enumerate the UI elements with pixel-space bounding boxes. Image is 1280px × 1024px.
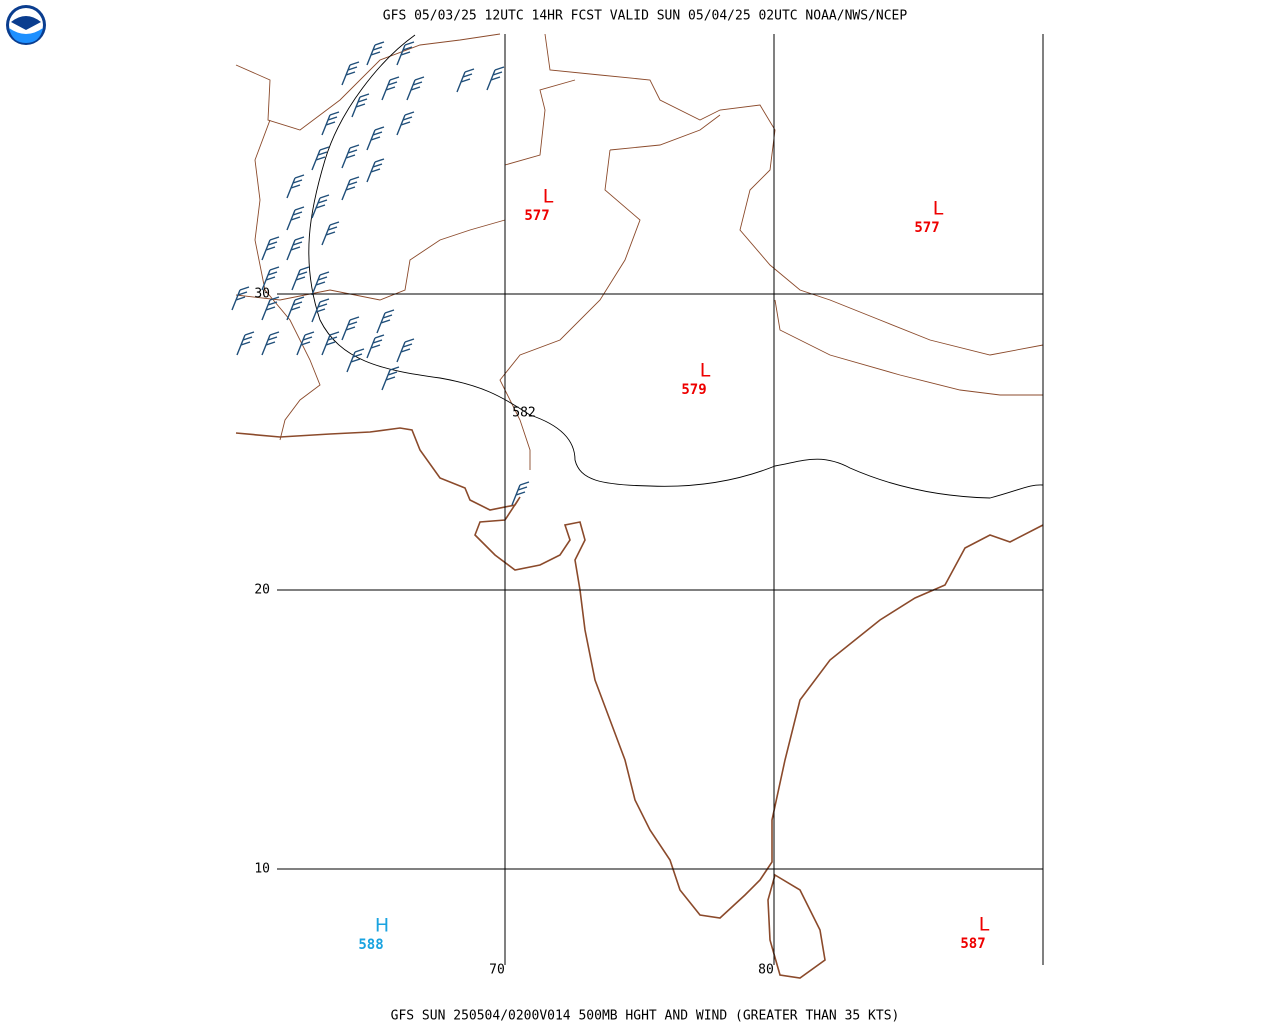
wind-barb: [286, 296, 305, 321]
center-value: 577: [914, 220, 939, 236]
wind-barb: [321, 111, 340, 136]
wind-barb: [311, 271, 330, 296]
center-symbol: L: [979, 914, 990, 936]
wind-barb: [381, 366, 400, 391]
longitude-label: 80: [758, 963, 774, 978]
wind-barb: [341, 176, 360, 201]
wind-barb: [261, 236, 280, 261]
wind-barb: [296, 331, 315, 356]
contour-label: 582: [512, 406, 535, 421]
height-contour: [308, 34, 1044, 499]
wind-barb: [366, 158, 385, 183]
wind-barb: [406, 76, 425, 101]
wind-barb: [346, 348, 365, 373]
wind-barb: [486, 66, 505, 91]
wind-barb: [366, 41, 385, 66]
latitude-label: 20: [254, 583, 270, 598]
wind-barb: [341, 61, 360, 86]
wind-barb: [231, 286, 250, 311]
center-value: 588: [358, 937, 383, 953]
wind-barb: [321, 221, 340, 246]
center-symbol: L: [700, 360, 711, 382]
grid: 30 20 10 70 80: [254, 34, 1044, 978]
wind-barb: [261, 331, 280, 356]
center-value: 587: [960, 936, 985, 952]
noaa-logo: [6, 5, 46, 45]
wind-barb: [261, 266, 280, 291]
coastlines: [235, 33, 1044, 979]
wind-barb: [396, 111, 415, 136]
wind-barb: [286, 206, 305, 231]
latitude-label: 30: [254, 287, 270, 302]
center-symbol: L: [933, 198, 944, 220]
center-value: 577: [524, 208, 549, 224]
longitude-label: 70: [489, 963, 505, 978]
wind-barb: [511, 481, 530, 506]
wind-barb: [366, 334, 385, 359]
wind-barb: [286, 174, 305, 199]
wind-barb: [236, 331, 255, 356]
wind-barb: [261, 296, 280, 321]
wind-barb: [311, 298, 330, 323]
wind-barb: [366, 126, 385, 151]
wind-barb: [311, 194, 330, 219]
center-symbol: L: [543, 186, 554, 208]
wind-barb: [396, 338, 415, 363]
wind-barb: [376, 309, 395, 334]
wind-barbs: [231, 41, 530, 506]
wind-barb: [396, 41, 415, 66]
wind-barb: [291, 266, 310, 291]
wind-barb: [286, 236, 305, 261]
wind-barb: [341, 316, 360, 341]
wind-barb: [381, 76, 400, 101]
wind-barb: [341, 144, 360, 169]
map-footer: GFS SUN 250504/0200V014 500MB HGHT AND W…: [391, 1009, 900, 1024]
wind-barb: [351, 93, 370, 118]
center-symbol: H: [375, 915, 389, 937]
wind-barb: [311, 146, 330, 171]
latitude-label: 10: [254, 862, 270, 877]
wind-barb: [456, 68, 475, 93]
map-title: GFS 05/03/25 12UTC 14HR FCST VALID SUN 0…: [383, 9, 908, 24]
wind-barb: [321, 331, 340, 356]
center-value: 579: [681, 382, 706, 398]
